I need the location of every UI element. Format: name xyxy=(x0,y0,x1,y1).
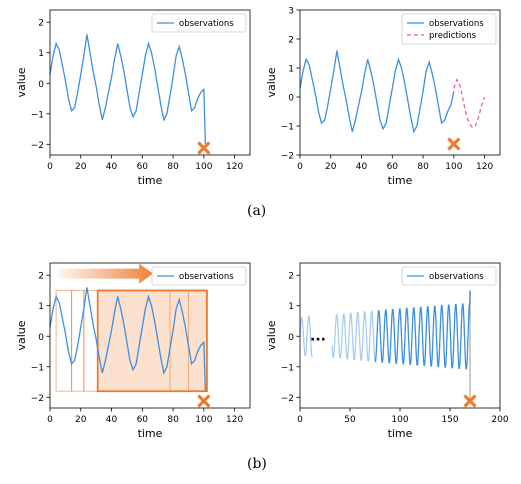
series-observations-segment-1 xyxy=(331,310,376,362)
y-axis-label: value xyxy=(15,320,28,350)
forecast-x-marker xyxy=(463,394,477,408)
series-observations-segment-2 xyxy=(374,290,471,370)
y-tick-label: −1 xyxy=(31,110,44,120)
y-tick-label: −1 xyxy=(281,123,294,133)
legend: observations xyxy=(151,266,247,286)
window-current xyxy=(96,289,208,393)
x-tick-label: 40 xyxy=(356,162,368,172)
y-tick-label: 2 xyxy=(288,36,294,46)
x-tick-label: 120 xyxy=(476,162,493,172)
x-tick-label: 20 xyxy=(325,162,337,172)
x-tick-label: 80 xyxy=(167,415,179,425)
x-tick-label: 120 xyxy=(226,415,243,425)
y-tick-label: 1 xyxy=(38,302,44,312)
x-tick-label: 0 xyxy=(297,162,303,172)
legend: observations xyxy=(401,266,497,286)
legend-label-predictions: predictions xyxy=(429,31,477,41)
legend-box xyxy=(151,13,247,33)
x-tick-label: 0 xyxy=(47,162,53,172)
y-tick-label: 1 xyxy=(288,302,294,312)
series-observations xyxy=(49,287,207,392)
y-tick-label: 2 xyxy=(288,272,294,282)
x-axis-label: time xyxy=(388,427,413,440)
x-axis-label: time xyxy=(138,427,163,440)
legend-box xyxy=(401,13,497,45)
legend-box xyxy=(401,266,497,286)
y-axis-label: value xyxy=(15,67,28,97)
x-tick-label: 60 xyxy=(137,162,149,172)
y-tick-label: −2 xyxy=(281,394,294,404)
x-tick-label: 40 xyxy=(106,415,118,425)
plot-frame xyxy=(299,9,501,156)
y-tick-label: −1 xyxy=(281,363,294,373)
x-tick-label: 100 xyxy=(195,162,212,172)
series-predictions xyxy=(453,77,486,129)
x-tick-label: 0 xyxy=(47,415,53,425)
window-past-1 xyxy=(70,289,85,392)
y-tick-label: 1 xyxy=(288,65,294,75)
y-tick-label: −2 xyxy=(31,141,44,151)
x-tick-label: 100 xyxy=(195,415,212,425)
forecast-x-marker xyxy=(447,137,461,151)
x-tick-label: 20 xyxy=(75,415,87,425)
window-past-2 xyxy=(83,289,99,392)
y-tick-label: 0 xyxy=(38,333,44,343)
window-past-0 xyxy=(55,289,73,392)
x-tick-label: 80 xyxy=(167,162,179,172)
x-tick-label: 60 xyxy=(387,162,399,172)
y-tick-label: 2 xyxy=(38,19,44,29)
legend-label-observations: observations xyxy=(429,272,484,282)
chart-b-right: ... 0 50 100 150 200 −2 −1 0 1 2 time value observati… xyxy=(265,262,509,440)
y-tick-label: 1 xyxy=(38,49,44,59)
legend-box xyxy=(151,266,247,286)
legend: observations predictions xyxy=(401,13,497,45)
series-observations-segment-0 xyxy=(299,315,313,358)
y-tick-label: 0 xyxy=(38,80,44,90)
x-tick-label: 20 xyxy=(75,162,87,172)
y-tick-label: −2 xyxy=(281,152,294,162)
forecast-x-marker xyxy=(197,141,211,155)
chart-a-left: 0 20 40 60 80 100 120 −2 −1 0 1 2 time value observati… xyxy=(15,9,251,187)
x-axis-label: time xyxy=(388,174,413,187)
caption-b: (b) xyxy=(247,456,267,472)
chart-a-right: 0 20 40 60 80 100 120 −2 −1 0 1 2 3 time value observat… xyxy=(265,7,501,187)
y-tick-label: −2 xyxy=(31,394,44,404)
x-tick-label: 100 xyxy=(391,415,408,425)
x-tick-label: 40 xyxy=(106,162,118,172)
legend-label-observations: observations xyxy=(429,19,484,29)
chart-b-left: 0 20 40 60 80 100 120 −2 −1 0 1 2 time value observati… xyxy=(15,262,251,440)
x-tick-label: 200 xyxy=(491,415,508,425)
x-tick-label: 100 xyxy=(445,162,462,172)
ellipsis-label: ... xyxy=(310,328,326,344)
y-axis-label: value xyxy=(265,320,278,350)
x-tick-label: 50 xyxy=(344,415,356,425)
y-axis-label: value xyxy=(265,67,278,97)
legend: observations xyxy=(151,13,247,33)
series-observations xyxy=(49,34,207,145)
series-observations xyxy=(299,50,455,134)
forecast-x-marker xyxy=(197,394,211,408)
x-tick-label: 120 xyxy=(226,162,243,172)
x-tick-label: 0 xyxy=(297,415,303,425)
caption-a: (a) xyxy=(247,203,267,219)
progress-arrow xyxy=(57,263,154,284)
plot-frame xyxy=(49,262,251,409)
legend-label-observations: observations xyxy=(179,19,234,29)
x-tick-label: 60 xyxy=(137,415,149,425)
y-tick-label: 2 xyxy=(38,272,44,282)
plot-frame xyxy=(49,9,251,156)
y-tick-label: 3 xyxy=(288,7,294,17)
y-tick-label: 0 xyxy=(288,333,294,343)
y-tick-label: 0 xyxy=(288,94,294,104)
x-tick-label: 150 xyxy=(441,415,458,425)
x-axis-label: time xyxy=(138,174,163,187)
window-past-5 xyxy=(187,289,208,392)
y-tick-label: −1 xyxy=(31,363,44,373)
legend-label-observations: observations xyxy=(179,272,234,282)
x-tick-label: 80 xyxy=(417,162,429,172)
